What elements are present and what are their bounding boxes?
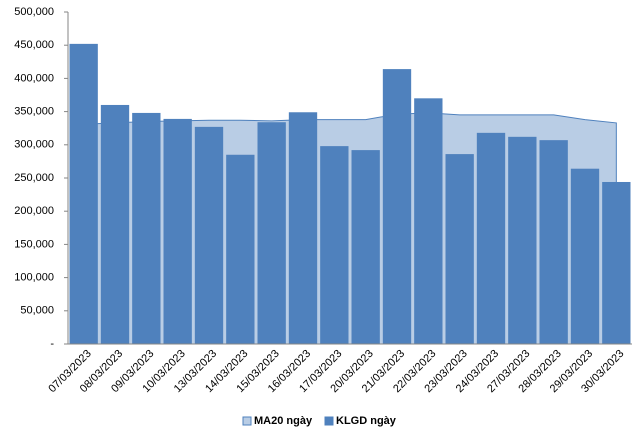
bar (414, 98, 443, 344)
legend-label: MA20 ngày (254, 415, 313, 427)
bar (539, 140, 568, 344)
bar (320, 146, 349, 344)
bar (288, 112, 318, 344)
y-tick-label: 450,000 (14, 39, 54, 51)
y-tick-label: 300,000 (14, 139, 54, 151)
y-tick-label: 100,000 (14, 272, 54, 284)
bar (226, 154, 255, 344)
y-tick-label: 150,000 (14, 238, 54, 250)
bar (132, 112, 161, 344)
legend: MA20 ngày KLGD ngày (242, 415, 397, 427)
y-tick-label: 250,000 (14, 172, 54, 184)
bar (69, 43, 98, 344)
y-tick-label: 50,000 (20, 305, 54, 317)
bar (602, 181, 631, 344)
legend-swatch (242, 416, 252, 426)
y-tick-label: 400,000 (14, 72, 54, 84)
bar (382, 69, 412, 344)
bar (163, 118, 192, 345)
y-tick-label: 200,000 (14, 205, 54, 217)
legend-label: KLGD ngày (336, 415, 397, 427)
legend-swatch (324, 416, 334, 426)
y-tick-label: 500,000 (14, 6, 54, 18)
bar (445, 154, 474, 344)
bar (351, 150, 380, 344)
bar (194, 126, 224, 344)
bar (257, 122, 286, 344)
bar (100, 104, 130, 345)
y-tick-label: - (50, 338, 54, 350)
bar (508, 136, 537, 344)
y-tick-label: 350,000 (14, 106, 54, 118)
bar (476, 132, 506, 344)
bar (570, 168, 600, 344)
